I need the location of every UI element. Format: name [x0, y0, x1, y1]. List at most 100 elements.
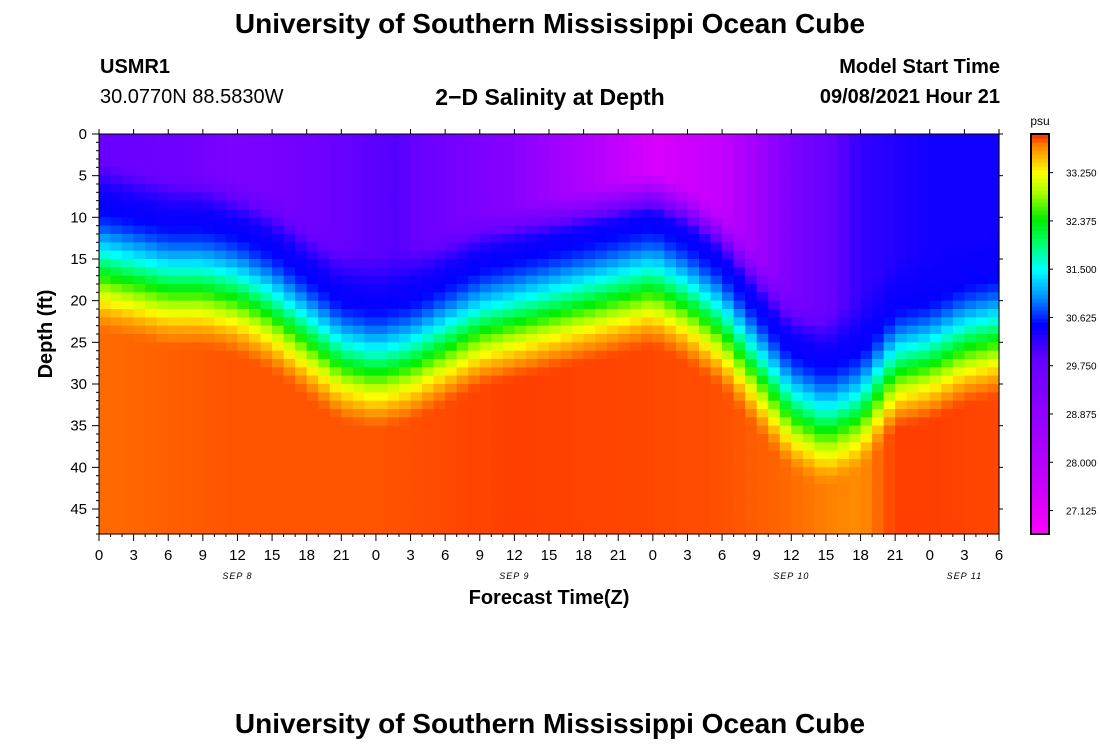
heatmap-cell	[99, 350, 112, 360]
heatmap-cell	[883, 350, 896, 360]
heatmap-cell	[872, 484, 885, 493]
heatmap-cell	[595, 317, 608, 327]
heatmap-cell	[975, 450, 989, 460]
heatmap-cell	[122, 484, 135, 493]
heatmap-cell	[560, 334, 573, 343]
heatmap-cell	[791, 425, 804, 435]
colorbar-tick-label: 30.625	[1066, 313, 1097, 324]
heatmap-cell	[814, 517, 827, 527]
heatmap-cell	[99, 275, 112, 285]
heatmap-cell	[549, 525, 562, 535]
heatmap-cell	[687, 200, 700, 210]
heatmap-cell	[422, 242, 435, 252]
heatmap-cell	[629, 392, 642, 402]
heatmap-cell	[710, 317, 723, 327]
heatmap-cell	[145, 309, 158, 318]
heatmap-cell	[849, 284, 862, 293]
heatmap-cell	[825, 309, 839, 318]
heatmap-cell	[514, 442, 527, 452]
heatmap-cell	[364, 284, 377, 293]
heatmap-cell	[537, 250, 550, 260]
heatmap-cell	[964, 442, 977, 452]
heatmap-cell	[341, 175, 354, 185]
heatmap-cell	[352, 167, 365, 177]
heatmap-cell	[329, 159, 342, 168]
heatmap-cell	[629, 209, 642, 218]
colorbar-swatch	[1031, 330, 1049, 335]
heatmap-cell	[860, 292, 873, 302]
heatmap-cell	[364, 217, 377, 227]
heatmap-cell	[825, 459, 839, 468]
heatmap-cell	[202, 509, 215, 518]
heatmap-cell	[329, 284, 342, 293]
heatmap-cell	[110, 267, 123, 277]
heatmap-cell	[918, 217, 931, 227]
heatmap-cell	[802, 309, 815, 318]
heatmap-cell	[202, 392, 215, 402]
heatmap-cell	[618, 209, 631, 218]
heatmap-cell	[237, 184, 250, 193]
heatmap-cell	[814, 242, 827, 252]
heatmap-cell	[364, 259, 377, 268]
heatmap-cell	[618, 342, 631, 352]
heatmap-cell	[618, 217, 631, 227]
heatmap-cell	[687, 325, 700, 335]
x-tick-label: 3	[960, 547, 968, 564]
heatmap-cell	[722, 142, 735, 152]
heatmap-cell	[618, 434, 631, 443]
heatmap-cell	[872, 217, 885, 227]
heatmap-cell	[560, 184, 573, 193]
heatmap-cell	[410, 442, 423, 452]
heatmap-cell	[110, 334, 123, 343]
heatmap-cell	[733, 250, 746, 260]
heatmap-cell	[329, 517, 342, 527]
heatmap-cell	[629, 275, 642, 285]
colorbar-swatch	[1031, 226, 1049, 231]
heatmap-cell	[387, 175, 400, 185]
heatmap-cell	[433, 284, 446, 293]
heatmap-cell	[468, 134, 481, 143]
heatmap-cell	[699, 484, 712, 493]
heatmap-cell	[849, 250, 862, 260]
heatmap-cell	[549, 409, 562, 418]
heatmap-cell	[825, 225, 839, 235]
heatmap-cell	[675, 392, 689, 402]
heatmap-cell	[964, 325, 977, 335]
heatmap-cell	[860, 284, 873, 293]
heatmap-cell	[560, 492, 573, 502]
heatmap-cell	[860, 484, 873, 493]
heatmap-cell	[295, 459, 308, 468]
heatmap-cell	[375, 459, 389, 468]
heatmap-cell	[237, 167, 250, 177]
heatmap-cell	[283, 375, 296, 385]
heatmap-cell	[595, 442, 608, 452]
heatmap-cell	[122, 500, 135, 510]
heatmap-cell	[779, 434, 792, 443]
heatmap-cell	[941, 200, 954, 210]
heatmap-cell	[456, 492, 469, 502]
heatmap-cell	[618, 417, 631, 427]
heatmap-cell	[225, 184, 239, 193]
heatmap-cell	[479, 142, 492, 152]
heatmap-cell	[168, 309, 181, 318]
heatmap-cell	[802, 242, 815, 252]
heatmap-cell	[433, 150, 446, 160]
heatmap-cell	[375, 500, 389, 510]
heatmap-cell	[202, 192, 215, 202]
heatmap-cell	[214, 409, 227, 418]
heatmap-cell	[687, 484, 700, 493]
heatmap-cell	[560, 325, 573, 335]
heatmap-cell	[249, 159, 262, 168]
heatmap-cell	[756, 234, 769, 243]
heatmap-cell	[664, 259, 677, 268]
heatmap-cell	[272, 517, 285, 527]
heatmap-cell	[837, 334, 850, 343]
heatmap-cell	[756, 450, 769, 460]
heatmap-cell	[825, 217, 839, 227]
heatmap-cell	[733, 425, 746, 435]
heatmap-cell	[756, 442, 769, 452]
heatmap-cell	[352, 400, 365, 410]
heatmap-cell	[952, 442, 965, 452]
colorbar-swatch	[1031, 246, 1049, 251]
heatmap-cell	[249, 442, 262, 452]
